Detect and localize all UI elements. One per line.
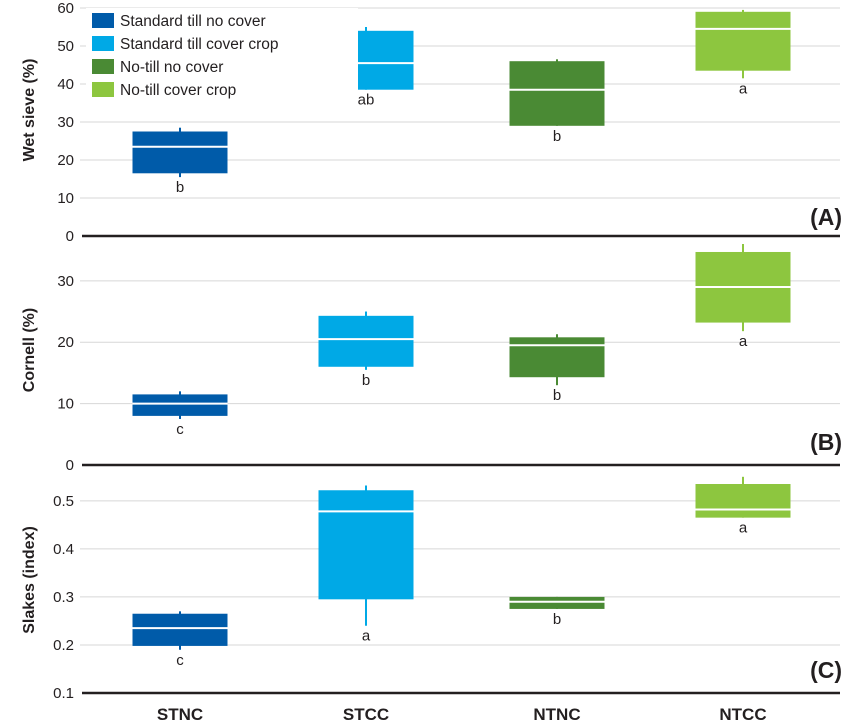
category-label-ntnc: NTNC [533,705,580,724]
box-ntcc: a [695,476,791,537]
panel-c: 0.1 0.2 0.3 0.4 0.5 Slakes (index) (C) c a b a [21,476,842,702]
y-axis-label: Wet sieve (%) [21,59,38,162]
significance-letter: b [176,179,184,196]
panel-b: 0 10 20 30 Cornell (%) (B) c b b a [21,244,842,474]
significance-letter: a [739,80,748,97]
y-tick-label: 10 [57,190,74,207]
box-body [318,315,414,367]
legend-label: Standard till no cover [120,13,266,30]
legend-swatch [92,13,114,28]
box-body [132,131,228,174]
y-tick-label: 0.3 [53,589,74,606]
box-body [509,596,605,609]
box-body [695,11,791,71]
box-body [695,484,791,518]
category-label-stnc: STNC [157,705,203,724]
box-body [318,490,414,600]
panel-tag: (A) [810,204,842,230]
category-axis: STNC STCC NTNC NTCC [157,705,767,724]
significance-letter: c [176,421,184,438]
box-body [132,613,228,646]
y-tick-label: 10 [57,396,74,413]
y-tick-label: 60 [57,0,74,17]
y-tick-label: 40 [57,76,74,93]
legend-swatch [92,82,114,97]
box-ntnc: b [509,334,605,404]
significance-letter: a [739,520,748,537]
box-ntcc: a [695,9,791,97]
box-stnc: b [132,127,228,196]
box-ntcc: a [695,244,791,350]
panel-tag: (C) [810,657,842,683]
legend-label: Standard till cover crop [120,36,279,53]
y-tick-label: 0.1 [53,685,74,702]
significance-letter: b [362,372,370,389]
box-stcc: b [318,311,414,389]
y-tick-label: 0.5 [53,493,74,510]
box-stcc: a [318,485,414,645]
legend-swatch [92,36,114,51]
significance-letter: b [553,128,561,145]
box-ntnc: b [509,59,605,145]
significance-letter: b [553,387,561,404]
y-tick-label: 50 [57,38,74,55]
significance-letter: ab [358,92,375,109]
box-stnc: c [132,391,228,438]
legend-swatch [92,59,114,74]
y-tick-label: 30 [57,114,74,131]
box-body [509,61,605,126]
significance-letter: a [739,333,748,350]
legend: Standard till no cover Standard till cove… [86,8,358,100]
legend-background [86,8,358,100]
significance-letter: b [553,611,561,628]
y-tick-label: 30 [57,273,74,290]
panel-tag: (B) [810,429,842,455]
y-tick-label: 0.4 [53,541,74,558]
y-tick-label: 0 [66,228,74,245]
significance-letter: a [362,628,371,645]
significance-letter: c [176,652,184,669]
y-tick-label: 0 [66,457,74,474]
box-body [509,337,605,378]
box-body [132,394,228,416]
y-tick-label: 20 [57,152,74,169]
legend-label: No-till cover crop [120,82,236,99]
box-stnc: c [132,611,228,669]
y-axis-label: Slakes (index) [21,526,38,634]
box-ntnc: b [509,596,605,628]
legend-label: No-till no cover [120,59,223,76]
category-label-ntcc: NTCC [719,705,766,724]
y-tick-label: 20 [57,334,74,351]
y-tick-label: 0.2 [53,637,74,654]
category-label-stcc: STCC [343,705,389,724]
y-axis-label: Cornell (%) [21,308,38,392]
